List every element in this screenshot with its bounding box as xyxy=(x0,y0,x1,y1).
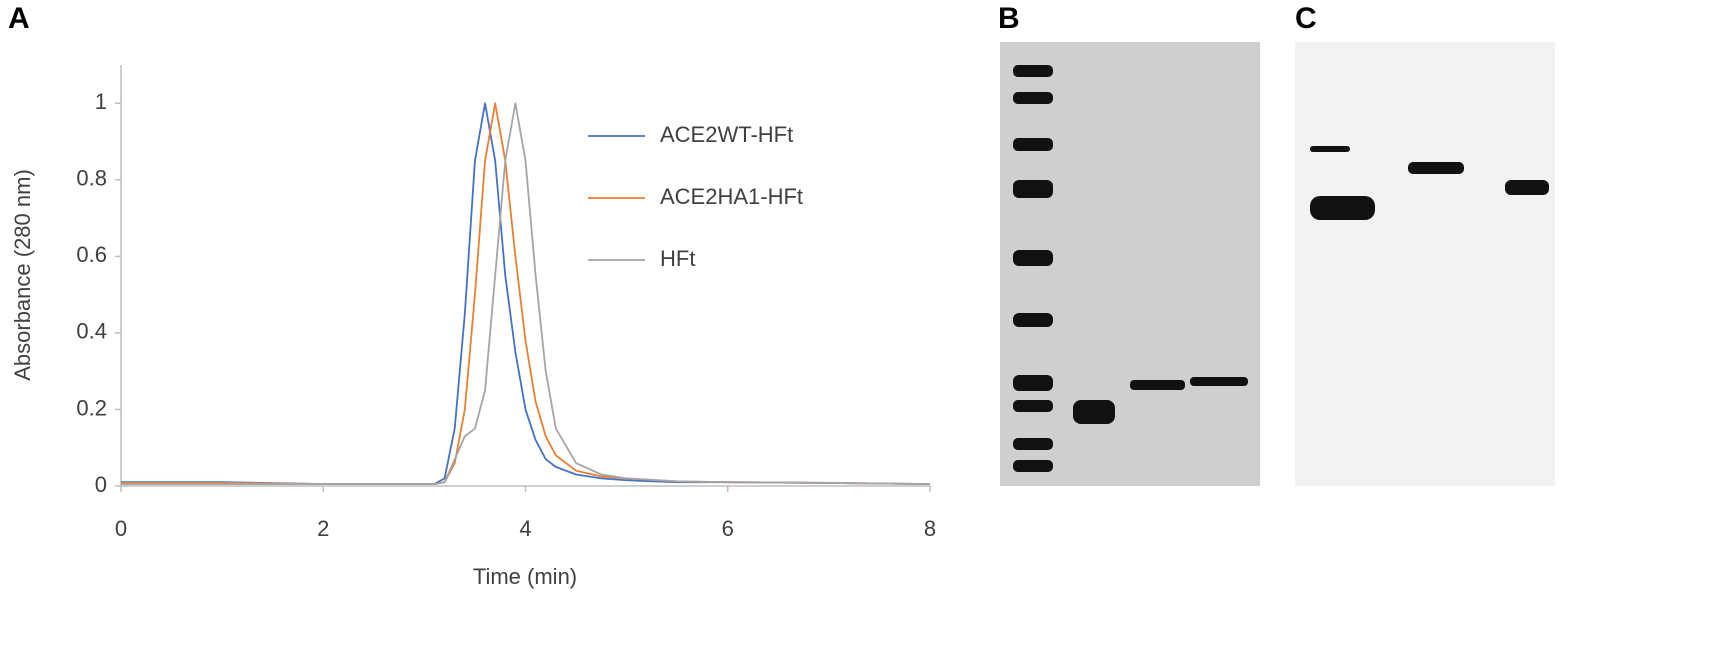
x-tick-label: 0 xyxy=(115,516,127,541)
x-tick-label: 6 xyxy=(722,516,734,541)
y-tick-label: 0.2 xyxy=(76,395,107,420)
x-axis-label: Time (min) xyxy=(473,564,577,589)
legend-label: ACE2HA1-HFt xyxy=(660,184,803,209)
series-line xyxy=(121,102,931,485)
gel-b xyxy=(1000,42,1260,486)
y-tick-label: 0.8 xyxy=(76,166,107,191)
y-tick-label: 0.4 xyxy=(76,319,107,344)
legend-label: HFt xyxy=(660,246,695,271)
x-tick-label: 4 xyxy=(519,516,531,541)
gel-c xyxy=(1295,42,1555,486)
panel-label: B xyxy=(998,2,1020,35)
panel-label: C xyxy=(1295,2,1317,35)
x-tick-label: 2 xyxy=(317,516,329,541)
panel-label: A xyxy=(8,2,30,35)
y-tick-label: 0.6 xyxy=(76,242,107,267)
y-axis-label: Absorbance (280 nm) xyxy=(10,169,35,381)
legend-label: ACE2WT-HFt xyxy=(660,122,793,147)
x-tick-label: 8 xyxy=(924,516,936,541)
y-tick-label: 1 xyxy=(95,89,107,114)
y-tick-label: 0 xyxy=(95,472,107,497)
